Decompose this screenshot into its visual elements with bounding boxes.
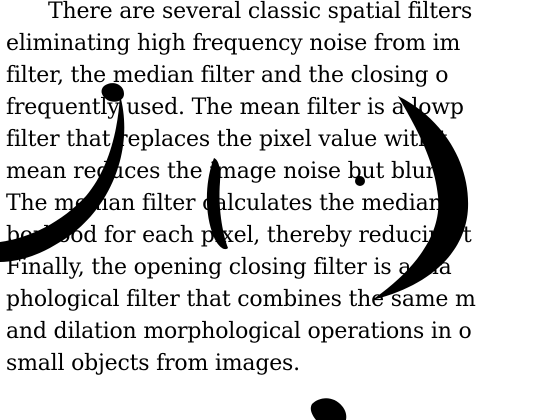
text-line: eliminating high frequency noise from im	[6, 31, 461, 56]
text-line: filter that replaces the pixel value wit…	[6, 127, 448, 152]
text-line: frequently used. The mean filter is a lo…	[6, 95, 464, 120]
text-line: borhood for each pixel, thereby reducing…	[6, 223, 472, 248]
document-paragraph: There are several classic spatial filter…	[6, 0, 540, 380]
text-line: and dilation morphological operations in…	[6, 319, 472, 344]
text-line: Finally, the opening closing filter is a…	[6, 255, 452, 280]
text-line: filter, the median filter and the closin…	[6, 63, 449, 88]
ink-blot-bottom	[310, 398, 347, 420]
text-line: There are several classic spatial filter…	[48, 0, 473, 24]
text-line: small objects from images.	[6, 351, 300, 376]
text-line: The median filter calculates the median …	[6, 191, 463, 216]
text-line: mean reduces the image noise but blurs	[6, 159, 448, 184]
text-line: phological filter that combines the same…	[6, 287, 476, 312]
